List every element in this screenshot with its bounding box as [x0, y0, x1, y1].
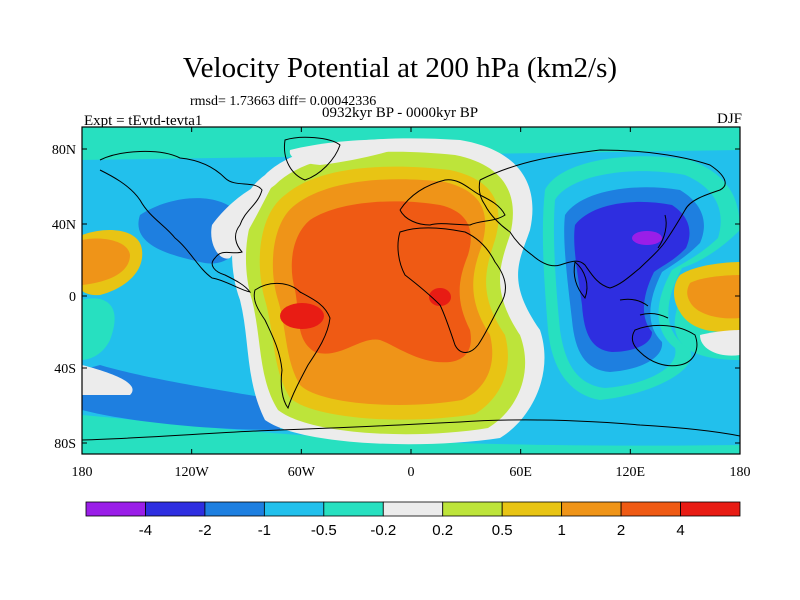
lon-tick-label: 60W [288, 465, 316, 480]
period-label: 0932kyr BP - 0000kyr BP [322, 105, 479, 121]
colorbar-label: -2 [198, 522, 211, 539]
lon-tick-label: 0 [408, 465, 415, 480]
lon-tick-label: 180 [72, 465, 93, 480]
band-south-edge [82, 415, 740, 454]
colorbar-swatch [263, 501, 325, 517]
colorbar-label: 0.2 [432, 522, 453, 539]
experiment-label: Expt = tEvtd-tevta1 [84, 113, 203, 129]
lat-tick-label: 0 [69, 290, 76, 305]
colorbar-label: -1 [258, 522, 271, 539]
colorbar-swatch [204, 501, 265, 517]
lat-tick-label: 40N [52, 218, 76, 233]
lat-tick-label: 40S [54, 362, 76, 377]
colorbar-swatch [145, 501, 206, 517]
band-plus-4-america [280, 303, 324, 329]
coastlines [82, 136, 740, 441]
colorbar-label: 4 [676, 522, 684, 539]
map-title: Velocity Potential at 200 hPa (km2/s) [182, 52, 618, 84]
colorbar-label: 0.5 [492, 522, 513, 539]
colorbar-label: 2 [617, 522, 625, 539]
colorbar-swatch [680, 501, 741, 517]
colorbar-swatch [620, 501, 681, 517]
contour-field [82, 127, 740, 454]
lat-tick-label: 80N [52, 143, 76, 158]
colorbar-label: -4 [139, 522, 152, 539]
band-plus-4-africa [429, 288, 451, 306]
lon-tick-label: 180 [730, 465, 751, 480]
colorbar-swatch [85, 501, 146, 517]
colorbar: -4 -2 -1 -0.5 -0.2 0.2 0.5 1 2 4 [85, 501, 741, 539]
colorbar-swatch [442, 501, 503, 517]
lat-tick-label: 80S [54, 437, 76, 452]
band-plus-2 [291, 201, 471, 363]
colorbar-label: -0.2 [370, 522, 396, 539]
colorbar-label: -0.5 [311, 522, 337, 539]
colorbar-swatch [501, 501, 563, 517]
season-label: DJF [716, 111, 742, 127]
stats-line: rmsd= 1.73663 diff= 0.00042336 [190, 94, 377, 109]
colorbar-label: 1 [557, 522, 565, 539]
axis-ticks: 180 120W 60W 0 60E 120E 180 80N 40N 0 40S 80S [52, 127, 751, 480]
lon-tick-label: 60E [509, 465, 532, 480]
colorbar-swatch [561, 501, 622, 517]
colorbar-swatch [323, 501, 384, 517]
lon-tick-label: 120E [616, 465, 646, 480]
colorbar-swatch [382, 501, 444, 517]
lon-tick-label: 120W [175, 465, 210, 480]
band-cool-lobe-south [82, 365, 280, 430]
band-minus-4 [632, 231, 662, 245]
